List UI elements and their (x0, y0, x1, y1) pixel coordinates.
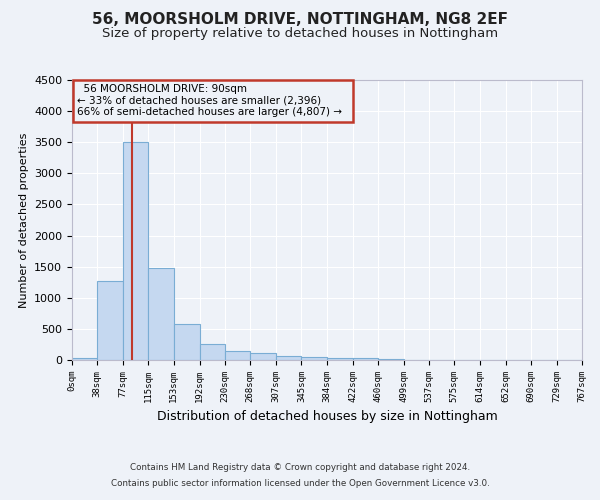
Text: Contains HM Land Registry data © Crown copyright and database right 2024.: Contains HM Land Registry data © Crown c… (130, 464, 470, 472)
Bar (378, 359, 404, 360)
Bar (250, 353, 276, 360)
Bar (97, 281, 123, 360)
Bar (353, 358, 378, 360)
X-axis label: Distribution of detached houses by size in Nottingham: Distribution of detached houses by size … (157, 410, 497, 424)
Text: 56, MOORSHOLM DRIVE, NOTTINGHAM, NG8 2EF: 56, MOORSHOLM DRIVE, NOTTINGHAM, NG8 2EF (92, 12, 508, 28)
Bar (200, 344, 225, 360)
Bar (174, 324, 200, 360)
Text: Contains public sector information licensed under the Open Government Licence v3: Contains public sector information licen… (110, 478, 490, 488)
Bar (301, 357, 328, 360)
Bar (225, 352, 250, 360)
Bar (276, 356, 301, 360)
Bar (123, 142, 148, 360)
Text: 56 MOORSHOLM DRIVE: 90sqm
← 33% of detached houses are smaller (2,396)
66% of se: 56 MOORSHOLM DRIVE: 90sqm ← 33% of detac… (77, 84, 349, 117)
Text: Size of property relative to detached houses in Nottingham: Size of property relative to detached ho… (102, 28, 498, 40)
Y-axis label: Number of detached properties: Number of detached properties (19, 132, 29, 308)
Bar (148, 268, 174, 360)
Bar (328, 358, 353, 360)
Bar (72, 358, 97, 360)
